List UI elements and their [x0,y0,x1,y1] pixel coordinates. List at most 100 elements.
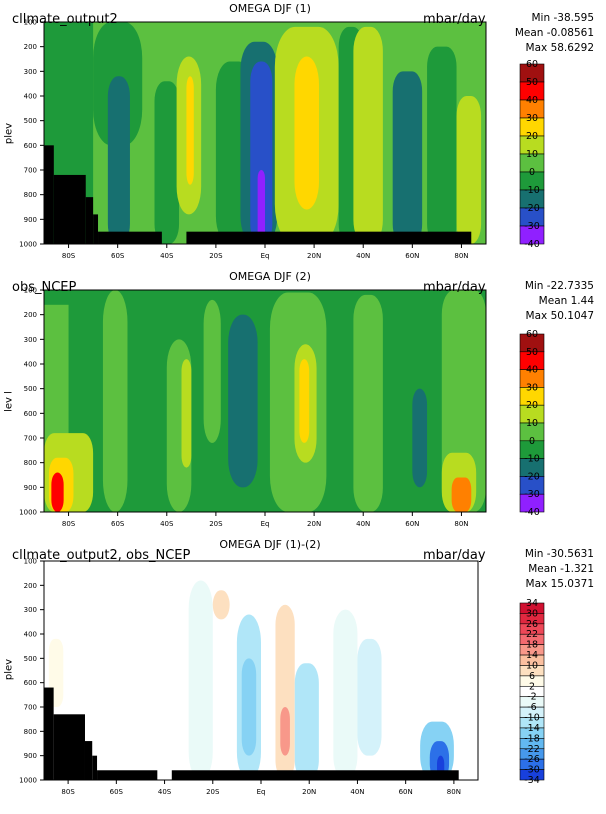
topography-mask-5 [98,231,162,244]
colorbar-label-3: 40 [526,95,538,106]
colorbar-label-10: -2 [527,692,536,703]
x-tick-label-60S: 60S [110,788,124,796]
colorbar-layer-3: 3430262218141062-2-6-10-14-18-22-26-30-3… [519,598,545,786]
axes-layer-2: 80S 60S 40S 20S Eq 20N 40N 60N 80N 100 200 300 400 50… [19,287,487,528]
panel-3: 80S 60S 40S 20S Eq 20N 40N 60N 80N 100 200 300 400 50… [0,536,606,804]
field-contour-6 [186,76,194,185]
plot-title-1: OMEGA DJF (1) [229,2,311,15]
field-contour-2 [188,580,213,780]
x-tick-label-20S: 20S [206,788,220,796]
colorbar-label-11: -40 [524,239,540,250]
case-label-3: cllmate_output2, obs_NCEP [12,548,191,563]
field-contour-10 [353,294,383,512]
x-tick-label-Eq: Eq [257,788,266,796]
stat-min-2: Min -22.7335 [524,280,594,292]
y-tick-label-500: 500 [24,117,37,125]
x-tick-label-80N: 80N [454,252,468,260]
y-tick-label-700: 700 [24,704,37,712]
colorbar-label-3: 40 [526,365,538,376]
stat-max-2: Max 50.1047 [525,310,594,322]
y-axis-label-1: plev [3,122,15,145]
colorbar-label-7: 0 [529,436,535,447]
y-tick-label-800: 800 [24,191,37,199]
plot-svg-3: 80S 60S 40S 20S Eq 20N 40N 60N 80N 100 200 300 400 50… [19,558,545,796]
y-tick-label-500: 500 [24,655,37,663]
topography-mask-1 [44,687,54,780]
topography-mask-2 [53,714,85,780]
colorbar-label-11: -6 [527,702,536,713]
x-tick-label-20N: 20N [307,252,321,260]
stat-max-3: Max 15.0371 [525,578,594,590]
y-tick-label-400: 400 [24,631,37,639]
x-tick-label-80N: 80N [447,788,461,796]
x-tick-label-80S: 80S [62,252,76,260]
topography-mask-5 [97,770,158,780]
panel-2: 80S 60S 40S 20S Eq 20N 40N 60N 80N 100 200 300 400 50… [0,268,606,536]
colorbar-label-17: -30 [524,765,540,776]
y-tick-label-900: 900 [24,216,37,224]
colorbar-label-1: 34 [526,598,538,609]
field-contour-9 [333,609,358,780]
stat-mean-3: Mean -1.321 [528,563,594,575]
colorbar-label-8: 6 [529,671,535,682]
topography-mask-6 [186,231,472,244]
y-tick-label-1000: 1000 [19,241,37,249]
x-tick-label-80N: 80N [454,520,468,528]
x-tick-label-Eq: Eq [261,252,270,260]
x-tick-label-40N: 40N [356,520,370,528]
plot-title-3: OMEGA DJF (1)-(2) [219,538,321,551]
x-tick-label-60N: 60N [399,788,413,796]
plot-svg-1: 80S 60S 40S 20S Eq 20N 40N 60N 80N10020030040050… [19,19,545,260]
colorbar-swatch-10 [519,493,545,513]
field-contour-10 [257,170,265,244]
field-contour-3 [212,590,230,620]
colorbar-swatch-10 [519,225,545,245]
y-tick-label-400: 400 [24,93,37,101]
field-contour-17 [451,477,472,512]
field-contour-8 [294,663,319,780]
colorbar-label-2: 50 [526,347,538,358]
colorbar-label-1: 60 [526,59,538,70]
y-tick-label-800: 800 [24,459,37,467]
x-tick-label-20S: 20S [209,252,223,260]
field-contour-2 [102,290,128,512]
x-tick-label-80S: 80S [62,520,76,528]
panel-1: 80S 60S 40S 20S Eq 20N 40N 60N 80N 100 200 300 400 50… [0,0,606,268]
colorbar-label-2: 30 [526,608,538,619]
axes-layer-3: 80S 60S 40S 20S Eq 20N 40N 60N 80N 100 200 300 400 50… [19,558,479,796]
topography-mask-4 [93,214,99,244]
x-tick-label-40N: 40N [350,788,364,796]
plot-title-2: OMEGA DJF (2) [229,270,311,283]
y-tick-label-800: 800 [24,728,37,736]
y-tick-label-700: 700 [24,167,37,175]
x-tick-label-20N: 20N [307,520,321,528]
stat-mean-1: Mean -0.08561 [514,27,594,39]
colorbar-label-7: 0 [529,167,535,178]
colorbar-label-5: 18 [526,640,538,651]
colorbar-label-5: 20 [526,400,538,411]
colorbar-label-5: 20 [526,131,538,142]
colorbar-swatch-17 [519,769,545,781]
field-contour-16 [427,46,457,244]
y-tick-label-200: 200 [24,311,37,319]
colorbar-label-12: -10 [524,713,540,724]
x-tick-label-40N: 40N [356,252,370,260]
y-tick-label-300: 300 [24,68,37,76]
y-tick-label-900: 900 [24,484,37,492]
stat-mean-2: Mean 1.44 [538,295,594,307]
x-tick-label-60S: 60S [111,520,125,528]
colorbar-label-14: -18 [524,733,540,744]
y-tick-label-200: 200 [24,43,37,51]
topography-mask-3 [84,741,93,780]
colorbar-label-13: -14 [524,723,540,734]
colorbar-label-6: 14 [526,650,538,661]
field-contour-4 [181,359,192,468]
y-tick-label-200: 200 [24,582,37,590]
units-label-2: mbar/day [423,280,486,295]
y-tick-label-500: 500 [24,385,37,393]
colorbar-label-7: 10 [526,660,538,671]
field-contour-5 [203,299,221,443]
colorbar-label-15: -22 [524,744,540,755]
stat-max-1: Max 58.6292 [525,42,594,54]
y-tick-label-100: 100 [24,287,37,295]
